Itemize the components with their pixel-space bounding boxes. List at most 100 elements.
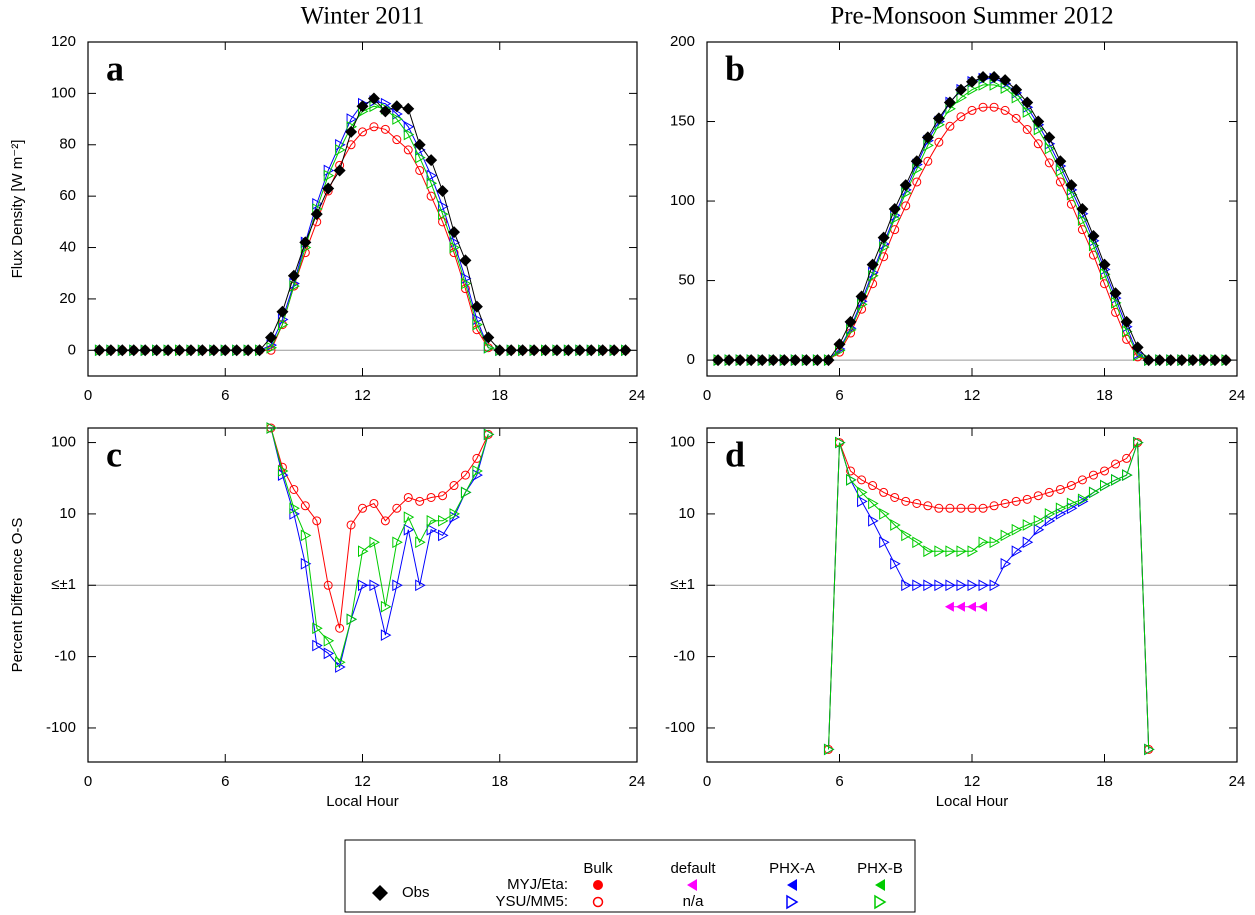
data-point bbox=[923, 545, 934, 558]
data-point bbox=[323, 169, 335, 182]
data-point bbox=[1011, 545, 1023, 558]
series-line bbox=[270, 427, 489, 664]
legend-row: MYJ/Eta: bbox=[507, 876, 568, 893]
data-point bbox=[299, 236, 312, 249]
data-point bbox=[734, 354, 747, 367]
data-point bbox=[392, 536, 403, 549]
data-point bbox=[989, 501, 999, 511]
data-point bbox=[1055, 508, 1067, 520]
y-tick-label: ≤±1 bbox=[670, 576, 695, 593]
data-point bbox=[956, 579, 967, 592]
data-point bbox=[1000, 529, 1012, 542]
data-point bbox=[415, 536, 426, 549]
data-point bbox=[1055, 177, 1065, 187]
data-point bbox=[866, 258, 879, 271]
data-point bbox=[1175, 354, 1188, 367]
data-point bbox=[1109, 287, 1122, 300]
data-point bbox=[1153, 354, 1166, 367]
series-line bbox=[718, 76, 1226, 361]
data-point bbox=[265, 331, 277, 344]
data-point bbox=[1208, 354, 1221, 367]
data-point bbox=[923, 501, 933, 511]
y-tick-label: 80 bbox=[59, 136, 76, 153]
x-tick-label: 24 bbox=[629, 387, 646, 404]
data-point bbox=[1044, 142, 1056, 155]
data-point bbox=[1077, 214, 1089, 226]
data-point bbox=[436, 185, 449, 198]
x-axis-label: Local Hour bbox=[936, 793, 1009, 810]
data-point bbox=[425, 154, 438, 167]
series-line bbox=[99, 105, 626, 351]
data-point bbox=[358, 579, 369, 592]
x-tick-label: 18 bbox=[491, 773, 508, 790]
series-line bbox=[99, 126, 626, 351]
data-point bbox=[415, 151, 426, 164]
data-point bbox=[539, 344, 552, 357]
data-point bbox=[1066, 481, 1076, 491]
data-point bbox=[901, 201, 911, 211]
x-tick-label: 6 bbox=[835, 387, 843, 404]
data-point bbox=[879, 508, 890, 520]
panel-title: Pre-Monsoon Summer 2012 bbox=[830, 3, 1113, 30]
data-point bbox=[1011, 496, 1021, 506]
data-point bbox=[483, 341, 495, 354]
data-point bbox=[253, 344, 266, 357]
data-point bbox=[1044, 508, 1056, 520]
data-point bbox=[934, 503, 944, 513]
data-point bbox=[505, 344, 518, 357]
data-point bbox=[460, 470, 470, 480]
data-point bbox=[380, 629, 392, 641]
data-point bbox=[392, 113, 403, 125]
data-point bbox=[712, 354, 725, 367]
data-point bbox=[1100, 268, 1111, 281]
data-point bbox=[448, 226, 460, 239]
data-point bbox=[287, 269, 300, 282]
data-point bbox=[910, 155, 923, 168]
data-point bbox=[855, 290, 868, 303]
data-point bbox=[426, 514, 438, 527]
data-point bbox=[335, 144, 346, 156]
data-point bbox=[899, 179, 912, 192]
data-point bbox=[449, 241, 461, 254]
data-point bbox=[1000, 498, 1010, 508]
data-point bbox=[932, 112, 945, 125]
data-point bbox=[879, 487, 889, 497]
y-tick-label: 100 bbox=[670, 192, 695, 209]
data-point bbox=[945, 503, 955, 513]
y-tick-label: 120 bbox=[51, 33, 76, 50]
series-line bbox=[718, 78, 1226, 361]
y-tick-label: 100 bbox=[670, 434, 695, 451]
data-point bbox=[470, 300, 483, 313]
data-point bbox=[323, 647, 335, 660]
data-point bbox=[162, 344, 175, 357]
data-point bbox=[1033, 491, 1043, 501]
data-point bbox=[978, 601, 988, 612]
data-point bbox=[1011, 523, 1023, 536]
data-point bbox=[1076, 203, 1089, 215]
data-point bbox=[346, 520, 356, 530]
data-point bbox=[312, 622, 323, 635]
data-point bbox=[173, 344, 186, 357]
data-point bbox=[967, 601, 976, 612]
data-point bbox=[1055, 164, 1067, 177]
data-point bbox=[415, 496, 425, 506]
x-tick-label: 6 bbox=[221, 387, 229, 404]
data-point bbox=[312, 516, 322, 526]
data-point bbox=[402, 102, 415, 115]
data-point bbox=[945, 545, 956, 558]
data-point bbox=[379, 105, 392, 118]
data-point bbox=[392, 503, 402, 513]
x-tick-label: 12 bbox=[354, 773, 371, 790]
data-point bbox=[335, 623, 345, 633]
data-point bbox=[1022, 106, 1034, 118]
data-point bbox=[573, 344, 586, 357]
legend-column: default bbox=[670, 860, 716, 877]
data-point bbox=[844, 315, 857, 328]
data-point bbox=[493, 344, 506, 357]
data-point bbox=[335, 656, 346, 669]
legend-column: Bulk bbox=[583, 860, 613, 877]
data-point bbox=[528, 344, 541, 357]
legend-marker bbox=[786, 894, 799, 910]
data-point bbox=[289, 502, 300, 515]
data-point bbox=[1043, 131, 1056, 144]
